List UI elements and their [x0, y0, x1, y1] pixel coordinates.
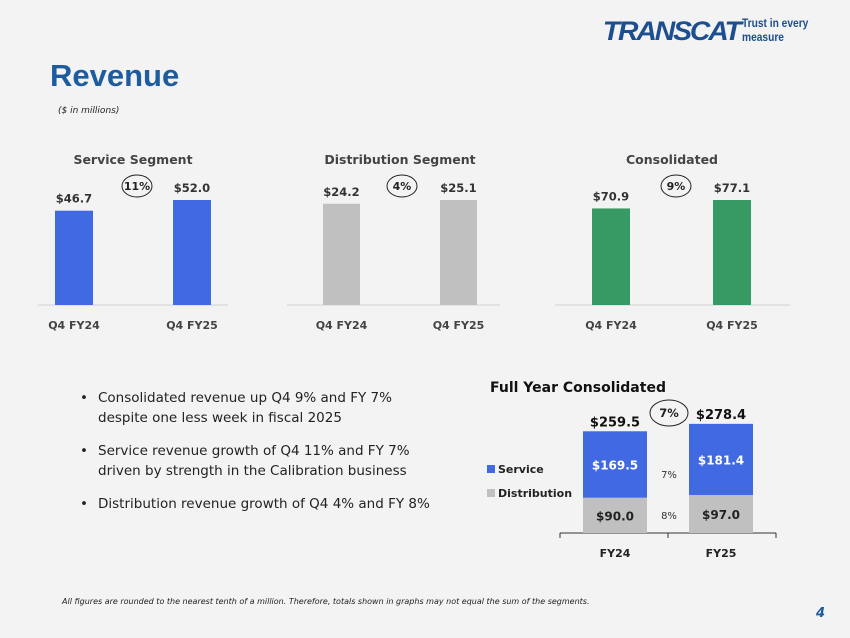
bar — [323, 203, 360, 305]
growth-badge-circle — [386, 174, 418, 198]
x-tick-label: Q4 FY24 — [585, 319, 637, 332]
bullet-item: Distribution revenue growth of Q4 4% and… — [80, 494, 440, 514]
legend-swatch-distribution — [487, 489, 495, 497]
bar — [55, 210, 93, 305]
data-label: $77.1 — [714, 181, 750, 195]
growth-badge: 4% — [393, 180, 412, 193]
x-tick-label: Q4 FY25 — [706, 319, 758, 332]
growth-badge-circle — [660, 174, 692, 198]
growth-badge: 9% — [667, 180, 686, 193]
x-tick-label: FY25 — [706, 547, 737, 560]
total-label: $259.5 — [590, 415, 640, 430]
legend-label-service: Service — [498, 463, 544, 476]
data-label-service: $169.5 — [592, 458, 638, 472]
chart-title: Distribution Segment — [324, 152, 475, 167]
data-label-distribution: $90.0 — [596, 509, 634, 523]
total-label: $278.4 — [696, 408, 746, 423]
x-tick-label: FY24 — [600, 547, 631, 560]
legend-label-distribution: Distribution — [498, 487, 572, 500]
bar — [440, 200, 477, 305]
chart-title: Service Segment — [73, 152, 192, 167]
chart-title: Full Year Consolidated — [490, 380, 666, 396]
distribution-growth-label: 8% — [661, 511, 677, 522]
bar — [173, 200, 211, 305]
x-tick-label: Q4 FY25 — [166, 319, 218, 332]
transcat-logo: TRANSCAT Trust in every measure — [602, 16, 850, 47]
chart-title: Consolidated — [626, 152, 718, 167]
page-number: 4 — [816, 606, 826, 621]
growth-badge: 11% — [124, 180, 150, 193]
logo-mark: TRANSCAT — [602, 16, 742, 46]
service-growth-label: 7% — [661, 470, 677, 481]
x-tick-label: Q4 FY25 — [433, 319, 485, 332]
data-label: $46.7 — [56, 192, 92, 206]
footnote: All figures are rounded to the nearest t… — [62, 597, 590, 606]
bar — [592, 208, 630, 305]
data-label-service: $181.4 — [698, 453, 744, 467]
bar-service — [689, 423, 753, 495]
data-label: $24.2 — [323, 185, 359, 199]
page-title: Revenue — [50, 58, 180, 93]
data-label: $25.1 — [440, 181, 476, 195]
bullet-item: Service revenue growth of Q4 11% and FY … — [80, 441, 440, 481]
bar-distribution — [583, 497, 647, 533]
bar-service — [583, 431, 647, 498]
bar-distribution — [689, 494, 753, 533]
x-tick-label: Q4 FY24 — [316, 319, 368, 332]
growth-badge-circle — [121, 174, 153, 198]
growth-badge: 7% — [659, 406, 679, 420]
bullet-item: Consolidated revenue up Q4 9% and FY 7% … — [80, 388, 440, 428]
page-subtitle: ($ in millions) — [58, 106, 120, 116]
bullet-list: Consolidated revenue up Q4 9% and FY 7% … — [80, 388, 440, 527]
data-label: $70.9 — [593, 189, 629, 203]
bar — [713, 200, 751, 305]
data-label: $52.0 — [174, 181, 210, 195]
growth-badge-circle — [649, 399, 689, 427]
x-tick-label: Q4 FY24 — [48, 319, 100, 332]
data-label-distribution: $97.0 — [702, 508, 740, 522]
legend-swatch-service — [487, 465, 495, 473]
logo-tagline: Trust in every measure — [742, 16, 809, 44]
